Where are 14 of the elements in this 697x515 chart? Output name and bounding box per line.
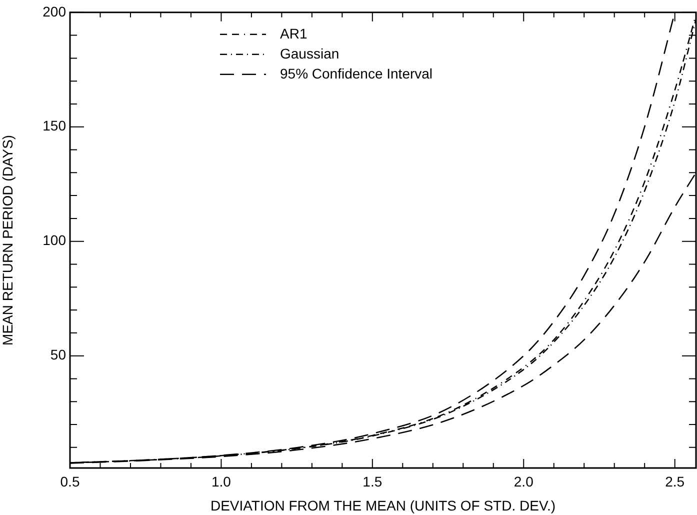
x-tick-label: 2.5 xyxy=(665,473,685,490)
y-axis-title: MEAN RETURN PERIOD (DAYS) xyxy=(0,134,16,346)
y-tick-label: 50 xyxy=(50,346,66,363)
y-tick-label: 100 xyxy=(42,232,66,248)
legend-label: 95% Confidence Interval xyxy=(280,65,433,82)
x-tick-label: 1.5 xyxy=(362,473,382,490)
legend-label: AR1 xyxy=(280,25,308,42)
y-tick-label: 200 xyxy=(42,3,66,20)
y-tick-label: 150 xyxy=(42,118,66,134)
x-tick-label: 1.0 xyxy=(211,473,232,490)
x-axis-title: DEVIATION FROM THE MEAN (UNITS OF STD. DEV.) xyxy=(210,497,556,514)
x-tick-label: 0.5 xyxy=(60,473,80,490)
legend-label: Gaussian xyxy=(280,45,340,62)
x-tick-label: 2.0 xyxy=(514,473,534,490)
